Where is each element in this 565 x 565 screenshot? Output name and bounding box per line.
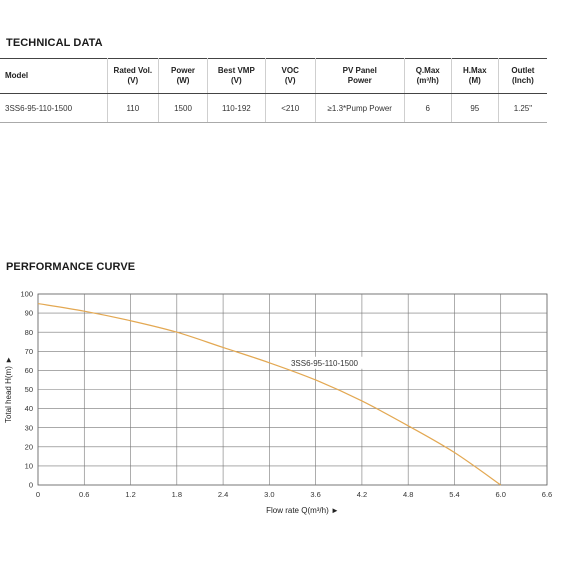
cell-h-max: 95 (451, 93, 499, 123)
x-tick-label: 1.2 (125, 490, 135, 499)
header-pv-panel-power: PV Panel Power (315, 58, 405, 94)
header-power: Power (W) (158, 58, 209, 94)
chart-ticks: 0 0.6 1.2 1.8 2.4 3.0 3.6 4.2 4.8 5.4 6.0 6.6 0 10 20 3… (20, 290, 552, 499)
x-tick-label: 3.0 (264, 490, 274, 499)
header-outlet: Outlet (Inch) (498, 58, 547, 94)
y-tick-label: 60 (25, 366, 33, 375)
header-model: Model (0, 58, 108, 94)
cell-q-max: 6 (404, 93, 452, 123)
performance-curve-title: PERFORMANCE CURVE (6, 261, 136, 273)
cell-voc: <210 (265, 93, 316, 123)
y-axis-label: Total head H(m) ► (4, 356, 13, 423)
chart-series: 3SS6-95-110-1500 (37, 302, 502, 486)
header-h-max: H.Max (M) (451, 58, 499, 94)
cell-model: 3SS6-95-110-1500 (0, 93, 108, 123)
y-tick-label: 70 (25, 347, 33, 356)
header-q-max: Q.Max (m³/h) (404, 58, 452, 94)
header-best-vmp: Best VMP (V) (207, 58, 266, 94)
x-tick-label: 6.0 (496, 490, 506, 499)
x-tick-label: 5.4 (449, 490, 459, 499)
header-rated-voltage: Rated Vol. (V) (107, 58, 159, 94)
chart-grid (37, 293, 548, 486)
x-tick-label: 4.8 (403, 490, 413, 499)
cell-outlet: 1.25" (498, 93, 547, 123)
y-tick-label: 90 (25, 309, 33, 318)
table-header-row: Model Rated Vol. (V) Power (W) Best VMP (V)… (0, 58, 547, 94)
x-tick-label: 0 (36, 490, 40, 499)
x-tick-label: 0.6 (79, 490, 89, 499)
technical-data-table: Model Rated Vol. (V) Power (W) Best VMP (V)… (0, 58, 547, 123)
technical-data-title: TECHNICAL DATA (6, 37, 103, 49)
x-tick-label: 4.2 (357, 490, 367, 499)
x-tick-label: 6.6 (542, 490, 552, 499)
cell-best-vmp: 110-192 (207, 93, 266, 123)
cell-rated-voltage: 110 (107, 93, 159, 123)
y-tick-label: 100 (20, 290, 33, 299)
y-tick-label: 80 (25, 328, 33, 337)
y-tick-label: 50 (25, 385, 33, 394)
x-tick-label: 2.4 (218, 490, 228, 499)
header-voc: VOC (V) (265, 58, 316, 94)
series-label: 3SS6-95-110-1500 (291, 359, 359, 368)
y-tick-label: 10 (25, 462, 33, 471)
table-row: 3SS6-95-110-1500 110 1500 110-192 <210 ≥… (0, 93, 547, 123)
y-tick-label: 0 (29, 481, 33, 490)
cell-power: 1500 (158, 93, 209, 123)
x-axis-label: Flow rate Q(m³/h) ► (266, 506, 339, 515)
x-tick-label: 1.8 (172, 490, 182, 499)
performance-chart: 0 0.6 1.2 1.8 2.4 3.0 3.6 4.2 4.8 5.4 6.0 6.6 0 10 20 3… (4, 290, 552, 515)
x-tick-label: 3.6 (310, 490, 320, 499)
series-label-bg (288, 356, 373, 369)
cell-pv-panel-power: ≥1.3*Pump Power (315, 93, 405, 123)
y-tick-label: 40 (25, 404, 33, 413)
y-tick-label: 20 (25, 442, 33, 451)
y-tick-label: 30 (25, 423, 33, 432)
